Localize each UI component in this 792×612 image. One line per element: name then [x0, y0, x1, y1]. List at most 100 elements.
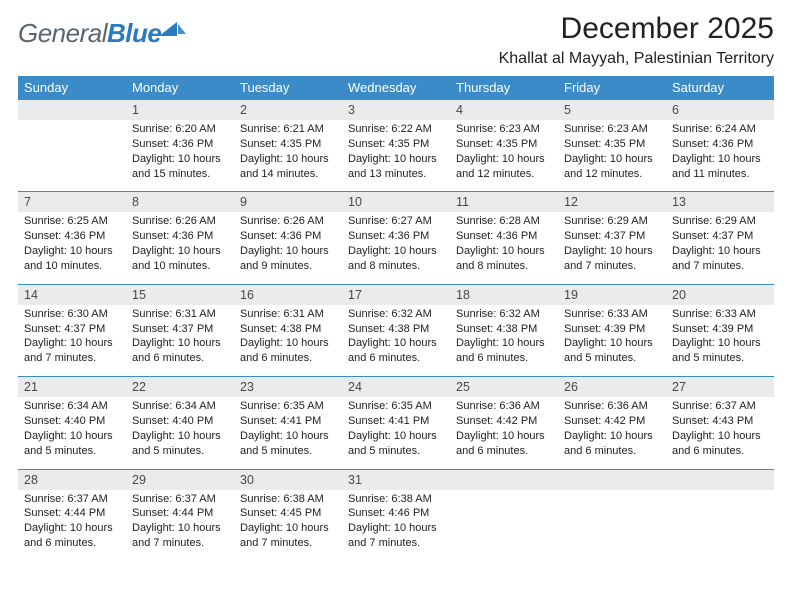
- day-detail: [18, 120, 126, 192]
- day-number: [558, 469, 666, 490]
- sunset-value: 4:38 PM: [496, 323, 537, 335]
- day-number: 8: [126, 192, 234, 213]
- sunset-label: Sunset:: [240, 415, 280, 427]
- day-detail: Sunrise: 6:29 AMSunset: 4:37 PMDaylight:…: [558, 212, 666, 284]
- detail-row: Sunrise: 6:30 AMSunset: 4:37 PMDaylight:…: [18, 305, 774, 377]
- day-number: 29: [126, 469, 234, 490]
- dow-wednesday: Wednesday: [342, 76, 450, 100]
- sunset-label: Sunset:: [672, 323, 712, 335]
- day-detail: Sunrise: 6:32 AMSunset: 4:38 PMDaylight:…: [342, 305, 450, 377]
- sunset-value: 4:45 PM: [280, 507, 321, 519]
- day-detail: Sunrise: 6:36 AMSunset: 4:42 PMDaylight:…: [450, 397, 558, 469]
- sunrise-value: 6:24 AM: [715, 123, 755, 135]
- sunrise-label: Sunrise:: [240, 493, 283, 505]
- sunset-value: 4:36 PM: [496, 230, 537, 242]
- sunset-value: 4:41 PM: [280, 415, 321, 427]
- day-number: 20: [666, 284, 774, 305]
- daynum-row: 123456: [18, 100, 774, 121]
- sunset-label: Sunset:: [132, 323, 172, 335]
- day-detail: Sunrise: 6:38 AMSunset: 4:46 PMDaylight:…: [342, 490, 450, 555]
- day-number: 10: [342, 192, 450, 213]
- sunrise-label: Sunrise:: [24, 493, 67, 505]
- header: GeneralBlue December 2025 Khallat al May…: [18, 12, 774, 74]
- detail-row: Sunrise: 6:37 AMSunset: 4:44 PMDaylight:…: [18, 490, 774, 555]
- dow-row: Sunday Monday Tuesday Wednesday Thursday…: [18, 76, 774, 100]
- daynum-row: 14151617181920: [18, 284, 774, 305]
- daynum-row: 21222324252627: [18, 377, 774, 398]
- sunrise-label: Sunrise:: [348, 493, 391, 505]
- day-detail: Sunrise: 6:27 AMSunset: 4:36 PMDaylight:…: [342, 212, 450, 284]
- sunset-label: Sunset:: [564, 138, 604, 150]
- daylight-label: Daylight:: [132, 337, 178, 349]
- sunset-label: Sunset:: [456, 138, 496, 150]
- day-detail: [558, 490, 666, 555]
- sunset-label: Sunset:: [348, 230, 388, 242]
- sunset-label: Sunset:: [672, 138, 712, 150]
- day-number: 26: [558, 377, 666, 398]
- day-detail: Sunrise: 6:25 AMSunset: 4:36 PMDaylight:…: [18, 212, 126, 284]
- detail-row: Sunrise: 6:20 AMSunset: 4:36 PMDaylight:…: [18, 120, 774, 192]
- sunrise-value: 6:34 AM: [175, 400, 215, 412]
- day-number: [450, 469, 558, 490]
- sunrise-value: 6:36 AM: [499, 400, 539, 412]
- sunset-label: Sunset:: [24, 230, 64, 242]
- daylight-label: Daylight:: [132, 430, 178, 442]
- day-number: 25: [450, 377, 558, 398]
- detail-row: Sunrise: 6:34 AMSunset: 4:40 PMDaylight:…: [18, 397, 774, 469]
- sunrise-value: 6:27 AM: [391, 215, 431, 227]
- sunset-value: 4:36 PM: [280, 230, 321, 242]
- sunrise-label: Sunrise:: [132, 308, 175, 320]
- daylight-label: Daylight:: [456, 337, 502, 349]
- daylight-label: Daylight:: [24, 522, 70, 534]
- daylight-label: Daylight:: [240, 153, 286, 165]
- sunrise-value: 6:32 AM: [499, 308, 539, 320]
- sunrise-value: 6:23 AM: [499, 123, 539, 135]
- daylight-label: Daylight:: [672, 430, 718, 442]
- logo-text: GeneralBlue: [18, 18, 161, 49]
- title-block: December 2025 Khallat al Mayyah, Palesti…: [499, 12, 774, 74]
- sunrise-value: 6:26 AM: [283, 215, 323, 227]
- sunset-value: 4:43 PM: [712, 415, 753, 427]
- sunset-value: 4:42 PM: [496, 415, 537, 427]
- page-title: December 2025: [499, 12, 774, 46]
- daylight-label: Daylight:: [240, 430, 286, 442]
- sunrise-value: 6:37 AM: [67, 493, 107, 505]
- sunset-value: 4:35 PM: [280, 138, 321, 150]
- dow-saturday: Saturday: [666, 76, 774, 100]
- sunset-value: 4:36 PM: [172, 230, 213, 242]
- sunset-label: Sunset:: [24, 415, 64, 427]
- sunset-label: Sunset:: [132, 507, 172, 519]
- day-number: 16: [234, 284, 342, 305]
- sunrise-value: 6:21 AM: [283, 123, 323, 135]
- day-detail: Sunrise: 6:33 AMSunset: 4:39 PMDaylight:…: [666, 305, 774, 377]
- sunrise-label: Sunrise:: [348, 400, 391, 412]
- sunrise-label: Sunrise:: [564, 308, 607, 320]
- sunrise-value: 6:32 AM: [391, 308, 431, 320]
- logo-triangle2-icon: [178, 24, 186, 34]
- day-detail: Sunrise: 6:31 AMSunset: 4:37 PMDaylight:…: [126, 305, 234, 377]
- sunset-value: 4:36 PM: [172, 138, 213, 150]
- sunrise-label: Sunrise:: [132, 400, 175, 412]
- sunrise-label: Sunrise:: [24, 215, 67, 227]
- logo-part1: General: [18, 18, 107, 48]
- sunset-label: Sunset:: [456, 323, 496, 335]
- sunset-value: 4:37 PM: [604, 230, 645, 242]
- sunset-label: Sunset:: [240, 507, 280, 519]
- sunrise-value: 6:33 AM: [715, 308, 755, 320]
- day-number: 24: [342, 377, 450, 398]
- day-detail: Sunrise: 6:24 AMSunset: 4:36 PMDaylight:…: [666, 120, 774, 192]
- day-number: 6: [666, 100, 774, 121]
- sunrise-label: Sunrise:: [456, 215, 499, 227]
- sunrise-label: Sunrise:: [240, 308, 283, 320]
- day-number: 4: [450, 100, 558, 121]
- day-detail: Sunrise: 6:23 AMSunset: 4:35 PMDaylight:…: [558, 120, 666, 192]
- sunrise-value: 6:34 AM: [67, 400, 107, 412]
- sunrise-label: Sunrise:: [348, 123, 391, 135]
- sunrise-value: 6:38 AM: [283, 493, 323, 505]
- sunset-value: 4:44 PM: [172, 507, 213, 519]
- sunset-label: Sunset:: [456, 415, 496, 427]
- sunrise-value: 6:31 AM: [175, 308, 215, 320]
- day-detail: Sunrise: 6:37 AMSunset: 4:44 PMDaylight:…: [126, 490, 234, 555]
- sunrise-value: 6:37 AM: [175, 493, 215, 505]
- day-number: 14: [18, 284, 126, 305]
